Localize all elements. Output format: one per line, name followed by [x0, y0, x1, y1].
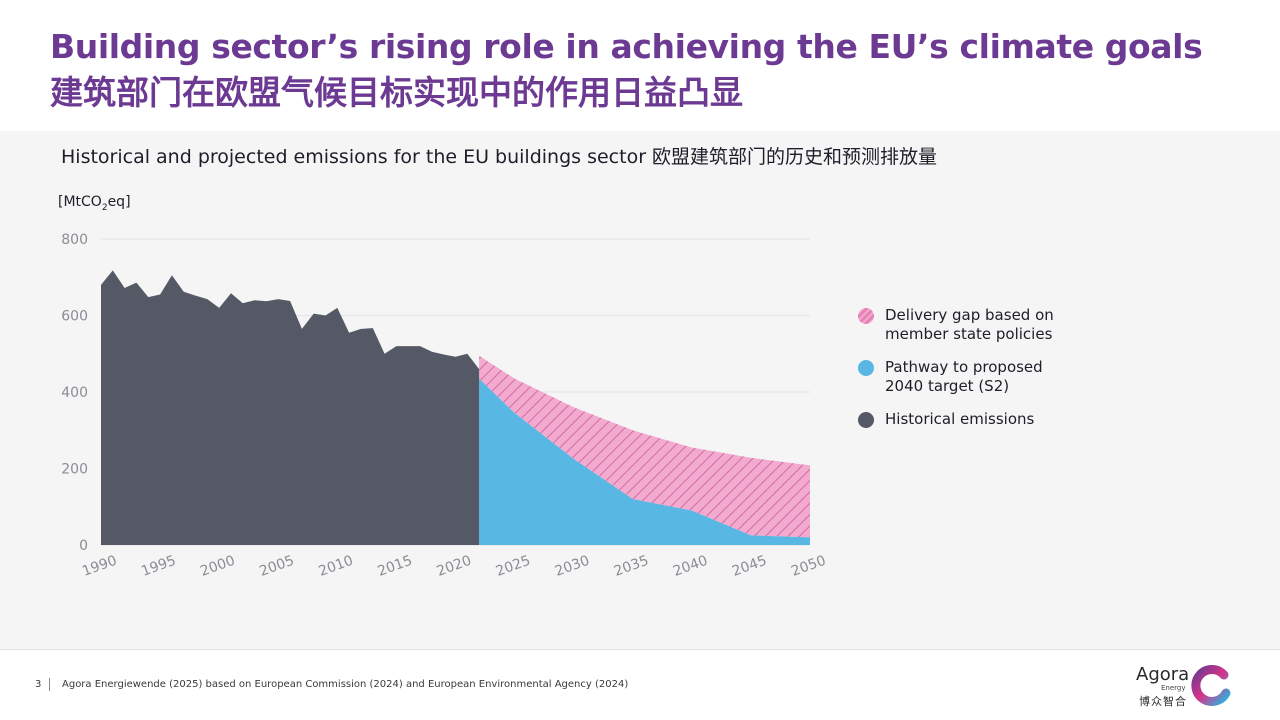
- x-tick-1990: 1990: [80, 553, 119, 580]
- x-tick-2020: 2020: [435, 553, 474, 580]
- footer-divider: [0, 649, 1280, 650]
- delivery-gap-area: [479, 355, 810, 538]
- y-tick-400: 400: [61, 385, 88, 401]
- x-tick-1995: 1995: [139, 553, 178, 580]
- header: Building sector’s rising role in achievi…: [0, 0, 1280, 131]
- x-tick-2005: 2005: [257, 553, 296, 580]
- x-tick-2040: 2040: [671, 553, 710, 580]
- legend-swatch-historical: [858, 412, 874, 428]
- legend-swatch-pathway: [858, 360, 874, 376]
- chart-title: Historical and projected emissions for t…: [61, 146, 938, 168]
- logo-subtitle: Energy: [1161, 684, 1186, 692]
- logo-wordmark: Agora: [1136, 664, 1190, 685]
- x-tick-2025: 2025: [494, 553, 533, 580]
- legend: Delivery gap based on member state polic…: [858, 306, 1058, 443]
- x-tick-2050: 2050: [789, 553, 828, 580]
- legend-item-pathway: Pathway to proposed 2040 target (S2): [858, 358, 1058, 396]
- x-tick-2030: 2030: [553, 553, 592, 580]
- x-tick-2010: 2010: [316, 553, 355, 580]
- y-tick-800: 800: [61, 232, 88, 248]
- legend-item-historical: Historical emissions: [858, 410, 1058, 429]
- y-axis-unit: [MtCO2eq]: [58, 194, 131, 213]
- logo-chinese-name: 博众智合: [1139, 695, 1187, 708]
- page-title-zh: 建筑部门在欧盟气候目标实现中的作用日益凸显: [50, 73, 743, 112]
- page-number: 3: [35, 679, 42, 690]
- pathway-area: [479, 378, 810, 545]
- x-tick-2045: 2045: [730, 553, 769, 580]
- legend-label-historical: Historical emissions: [885, 410, 1035, 428]
- unit-suffix: eq]: [107, 194, 131, 210]
- agora-logo-icon: [1191, 664, 1231, 706]
- footer-separator: [49, 678, 50, 691]
- y-tick-200: 200: [61, 462, 88, 478]
- legend-item-gap: Delivery gap based on member state polic…: [858, 306, 1058, 344]
- unit-subscript: 2: [101, 202, 108, 213]
- historical-emissions-area: [101, 270, 480, 545]
- legend-label-gap: Delivery gap based on member state polic…: [885, 306, 1054, 343]
- legend-label-pathway: Pathway to proposed 2040 target (S2): [885, 358, 1043, 395]
- y-tick-600: 600: [61, 309, 88, 325]
- x-tick-2000: 2000: [198, 553, 237, 580]
- legend-swatch-gap: [858, 308, 874, 324]
- x-tick-2035: 2035: [612, 553, 651, 580]
- page-title-en: Building sector’s rising role in achievi…: [50, 27, 1203, 66]
- source-note: Agora Energiewende (2025) based on Europ…: [62, 679, 629, 690]
- unit-prefix: [MtCO: [58, 194, 102, 210]
- y-tick-0: 0: [79, 538, 88, 554]
- x-tick-2015: 2015: [376, 553, 415, 580]
